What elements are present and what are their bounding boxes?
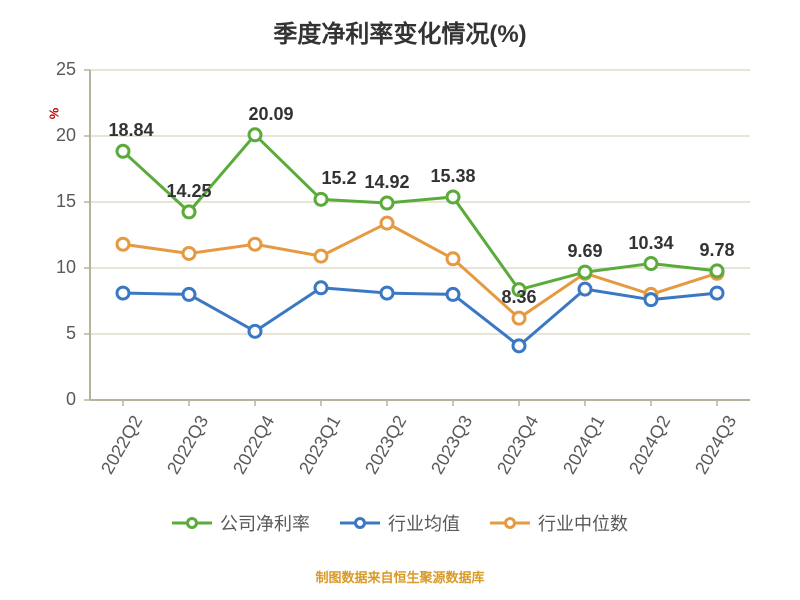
data-label: 8.36 [501, 287, 536, 308]
data-label: 18.84 [108, 120, 153, 141]
series-marker-industry_avg [183, 288, 195, 300]
series-marker-company [711, 265, 723, 277]
series-marker-company [315, 193, 327, 205]
series-marker-industry_median [117, 238, 129, 250]
series-marker-company [447, 191, 459, 203]
series-marker-industry_median [315, 250, 327, 262]
series-marker-industry_avg [249, 325, 261, 337]
legend-label: 公司净利率 [220, 510, 310, 536]
data-label: 15.38 [430, 166, 475, 187]
data-label: 9.69 [567, 241, 602, 262]
legend-item-industry_median: 行业中位数 [490, 510, 628, 536]
data-label: 9.78 [699, 240, 734, 261]
series-marker-industry_avg [117, 287, 129, 299]
series-marker-company [249, 129, 261, 141]
data-label: 10.34 [628, 233, 673, 254]
chart-title: 季度净利率变化情况(%) [0, 14, 800, 49]
data-label: 20.09 [248, 104, 293, 125]
series-marker-company [117, 145, 129, 157]
series-marker-industry_median [513, 312, 525, 324]
data-source-credit: 制图数据来自恒生聚源数据库 [0, 567, 800, 586]
x-tick-label: 2023Q1 [295, 412, 345, 478]
series-marker-company [381, 197, 393, 209]
series-marker-industry_avg [711, 287, 723, 299]
legend-label: 行业均值 [388, 510, 460, 536]
series-marker-industry_median [249, 238, 261, 250]
y-tick-label: 20 [56, 125, 76, 146]
x-tick-label: 2022Q2 [97, 412, 147, 478]
x-tick-label: 2022Q4 [229, 412, 279, 478]
x-tick-label: 2023Q4 [493, 412, 543, 478]
series-marker-industry_avg [447, 288, 459, 300]
x-tick-label: 2022Q3 [163, 412, 213, 478]
x-tick-label: 2024Q1 [559, 412, 609, 478]
legend-item-industry_avg: 行业均值 [340, 510, 460, 536]
legend-item-company: 公司净利率 [172, 510, 310, 536]
y-tick-label: 0 [66, 389, 76, 410]
series-marker-industry_avg [645, 294, 657, 306]
series-marker-industry_median [183, 247, 195, 259]
y-axis-percent-label: % [46, 108, 61, 120]
x-tick-label: 2023Q3 [427, 412, 477, 478]
y-tick-label: 25 [56, 59, 76, 80]
x-tick-label: 2023Q2 [361, 412, 411, 478]
y-tick-label: 5 [66, 323, 76, 344]
series-marker-industry_median [381, 217, 393, 229]
y-tick-label: 15 [56, 191, 76, 212]
legend-swatch [172, 522, 212, 524]
series-marker-industry_median [447, 253, 459, 265]
legend-swatch [490, 522, 530, 524]
series-marker-company [579, 266, 591, 278]
series-marker-industry_avg [381, 287, 393, 299]
legend: 公司净利率 行业均值 行业中位数 [0, 510, 800, 536]
y-tick-label: 10 [56, 257, 76, 278]
series-marker-company [645, 258, 657, 270]
legend-label: 行业中位数 [538, 510, 628, 536]
series-line-company [123, 135, 717, 290]
x-tick-label: 2024Q2 [625, 412, 675, 478]
legend-swatch [340, 522, 380, 524]
x-tick-label: 2024Q3 [691, 412, 741, 478]
series-marker-company [183, 206, 195, 218]
series-marker-industry_avg [579, 283, 591, 295]
series-marker-industry_avg [513, 340, 525, 352]
series-marker-industry_avg [315, 282, 327, 294]
data-label: 15.2 [321, 168, 356, 189]
net-margin-chart: { "chart": { "type": "line", "title": "季… [0, 0, 800, 600]
data-label: 14.25 [166, 181, 211, 202]
data-label: 14.92 [364, 172, 409, 193]
series-line-industry_avg [123, 288, 717, 346]
